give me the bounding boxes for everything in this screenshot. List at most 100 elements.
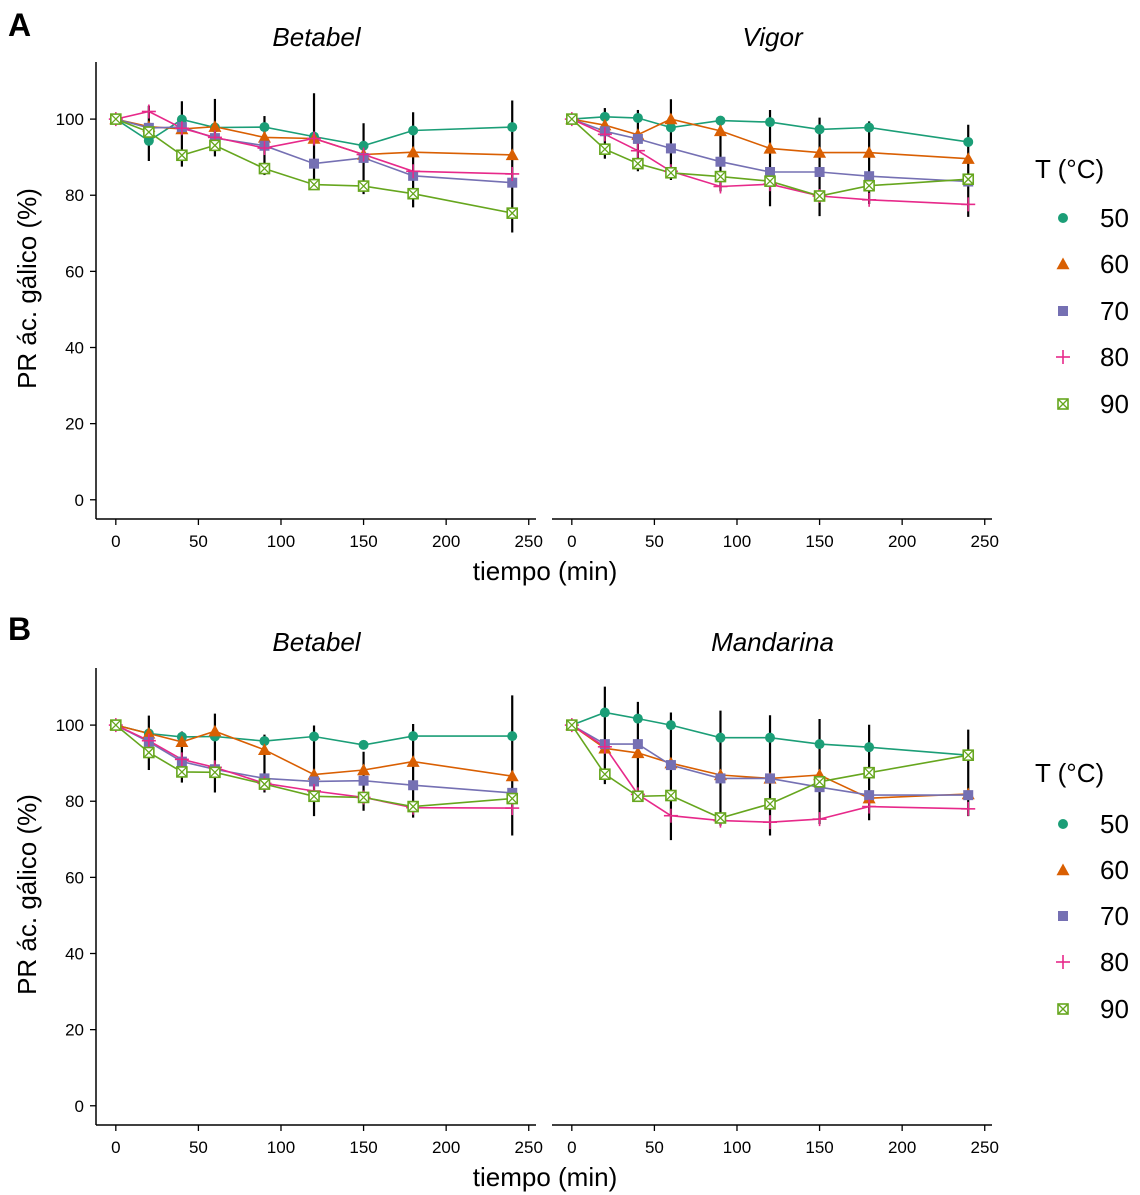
panel-letter: A bbox=[8, 7, 31, 43]
data-point-60 bbox=[713, 124, 727, 137]
data-point-60 bbox=[631, 746, 645, 759]
y-tick-label: 40 bbox=[65, 339, 84, 358]
legend-marker-60 bbox=[1056, 863, 1070, 876]
marker-x-b bbox=[110, 719, 122, 731]
marker-x-b bbox=[143, 126, 155, 138]
y-tick-label: 20 bbox=[65, 1021, 84, 1040]
marker-triangle bbox=[505, 148, 519, 161]
marker-x-b bbox=[209, 139, 221, 151]
marker-triangle bbox=[813, 146, 827, 158]
data-point-50 bbox=[715, 732, 726, 743]
data-point-90 bbox=[308, 178, 320, 191]
marker-square bbox=[309, 776, 320, 787]
y-tick-label: 0 bbox=[75, 1097, 84, 1116]
marker-x-b bbox=[143, 747, 155, 758]
data-point-80 bbox=[763, 815, 778, 830]
data-point-90 bbox=[308, 790, 320, 803]
data-point-50 bbox=[765, 732, 776, 743]
marker-x-b bbox=[259, 778, 270, 790]
data-point-90 bbox=[357, 791, 370, 804]
x-tick-label: 150 bbox=[805, 1138, 833, 1157]
marker-square bbox=[632, 739, 643, 750]
data-point-90 bbox=[407, 187, 419, 200]
y-tick-label: 40 bbox=[65, 945, 84, 964]
data-point-50 bbox=[814, 739, 825, 750]
data-point-70 bbox=[715, 773, 726, 784]
y-tick-label: 80 bbox=[65, 792, 84, 811]
x-tick-label: 250 bbox=[971, 1138, 999, 1157]
legend-label: 70 bbox=[1100, 296, 1129, 326]
data-point-60 bbox=[406, 755, 420, 767]
marker-square bbox=[715, 773, 726, 784]
data-point-90 bbox=[176, 149, 188, 162]
marker-x-b bbox=[308, 790, 320, 802]
data-point-90 bbox=[764, 798, 776, 810]
legend-label: 60 bbox=[1100, 855, 1129, 885]
marker-circle bbox=[507, 731, 518, 742]
legend-label: 90 bbox=[1100, 994, 1129, 1024]
data-point-80 bbox=[862, 192, 877, 207]
legend-label: 80 bbox=[1100, 947, 1129, 977]
marker-square bbox=[864, 171, 875, 182]
marker-square bbox=[765, 167, 776, 178]
x-tick-label: 150 bbox=[805, 532, 833, 551]
marker-x-b bbox=[599, 768, 611, 780]
data-point-60 bbox=[208, 120, 222, 132]
data-point-50 bbox=[259, 736, 270, 747]
marker-triangle bbox=[763, 141, 777, 154]
x-tick-label: 50 bbox=[645, 1138, 664, 1157]
panel-letter: B bbox=[8, 611, 31, 647]
marker-x-b bbox=[308, 179, 320, 191]
x-tick-label: 250 bbox=[971, 532, 999, 551]
marker-triangle bbox=[257, 743, 271, 756]
data-point-90 bbox=[632, 790, 644, 803]
data-point-50 bbox=[715, 115, 726, 126]
facet-title: Betabel bbox=[272, 22, 361, 52]
data-point-90 bbox=[813, 190, 826, 202]
data-point-60 bbox=[505, 769, 519, 782]
legend-marker-60 bbox=[1056, 257, 1070, 270]
marker-square bbox=[765, 773, 776, 784]
legend-title: T (°C) bbox=[1035, 758, 1104, 788]
data-point-90 bbox=[143, 126, 155, 138]
x-axis-title: tiempo (min) bbox=[473, 1162, 617, 1192]
marker-x-b bbox=[665, 790, 677, 801]
y-tick-label: 100 bbox=[56, 110, 84, 129]
marker-x-b bbox=[110, 113, 122, 125]
data-point-80 bbox=[961, 801, 976, 816]
data-point-60 bbox=[664, 112, 678, 125]
data-point-80 bbox=[356, 147, 371, 162]
marker-triangle bbox=[713, 124, 727, 137]
x-tick-label: 200 bbox=[432, 532, 460, 551]
legend-marker-70 bbox=[1058, 911, 1068, 921]
legend: T (°C) 50 60 70 80 90 bbox=[1035, 758, 1129, 1024]
marker-circle bbox=[864, 122, 875, 133]
marker-circle bbox=[408, 125, 419, 136]
data-point-50 bbox=[259, 122, 270, 133]
marker-triangle bbox=[862, 146, 876, 158]
marker-square bbox=[1058, 306, 1068, 316]
marker-x-b bbox=[715, 171, 726, 183]
marker-x-b bbox=[358, 791, 370, 803]
y-tick-label: 60 bbox=[65, 262, 84, 281]
data-point-80 bbox=[961, 197, 976, 212]
data-point-50 bbox=[408, 125, 419, 136]
legend-label: 90 bbox=[1100, 389, 1129, 419]
data-point-70 bbox=[814, 167, 825, 178]
marker-x-b bbox=[764, 175, 776, 187]
data-point-80 bbox=[174, 752, 189, 767]
marker-x-b bbox=[506, 207, 518, 219]
data-point-60 bbox=[175, 735, 189, 748]
marker-circle bbox=[632, 112, 643, 123]
facet-mandarina: Mandarina 0 50 100 150 200 250 bbox=[552, 627, 999, 1157]
data-point-50 bbox=[309, 731, 320, 742]
legend-marker-90 bbox=[1057, 1003, 1069, 1015]
marker-circle bbox=[665, 720, 676, 731]
data-point-70 bbox=[507, 177, 518, 188]
data-point-50 bbox=[358, 739, 369, 750]
y-axis-title: PR ác. gálico (%) bbox=[12, 794, 42, 995]
data-point-80 bbox=[812, 812, 827, 827]
marker-square bbox=[715, 156, 726, 167]
